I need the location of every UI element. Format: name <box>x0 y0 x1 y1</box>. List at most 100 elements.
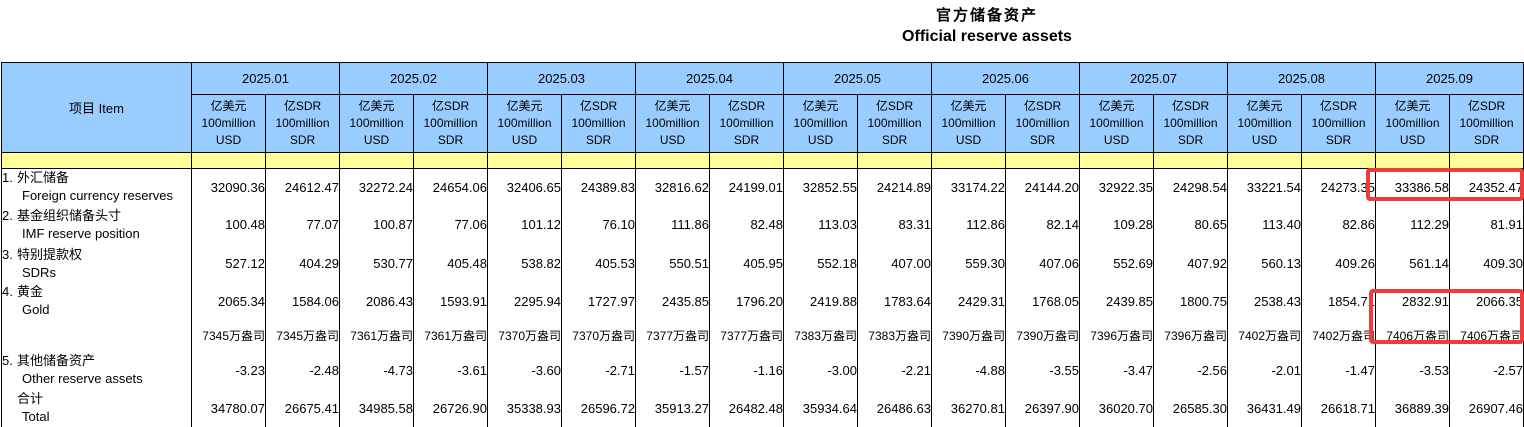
cell-2025.06-usd: 7390万盎司 <box>931 319 1006 352</box>
cell-2025.02-sdr: 1593.91 <box>413 283 488 319</box>
cell-2025.09-sdr: 81.91 <box>1449 205 1524 244</box>
cell-2025.02-usd: 530.77 <box>339 244 414 283</box>
cell-2025.02-usd: -4.73 <box>339 352 414 388</box>
cell-2025.01-usd: 527.12 <box>191 244 266 283</box>
row-label-zh: 合计 <box>17 391 44 406</box>
spacer-band <box>1153 152 1228 169</box>
cell-2025.03-sdr: 76.10 <box>561 205 636 244</box>
cell-2025.05-usd: 552.18 <box>783 244 858 283</box>
unit-header-usd: 亿美元 100million USD <box>635 94 710 153</box>
unit-header-sdr: 亿SDR 100million SDR <box>1005 94 1080 153</box>
cell-2025.06-sdr: 82.14 <box>1005 205 1080 244</box>
highlight-box-foreign-reserves-sep <box>1366 168 1524 201</box>
spacer-band <box>265 152 340 169</box>
row-label-zh: 外汇储备 <box>17 170 70 185</box>
spacer-band <box>339 152 414 169</box>
spacer-band <box>1227 152 1302 169</box>
cell-2025.03-sdr: 405.53 <box>561 244 636 283</box>
cell-2025.01-sdr: 1584.06 <box>265 283 340 319</box>
cell-2025.02-sdr: 26726.90 <box>413 388 488 427</box>
row-label-en: Foreign currency reserves <box>22 188 173 203</box>
cell-2025.03-usd: 32406.65 <box>487 168 562 205</box>
spacer-band <box>709 152 784 169</box>
cell-2025.01-sdr: 404.29 <box>265 244 340 283</box>
spacer-band <box>413 152 488 169</box>
unit-header-usd: 亿美元 100million USD <box>1079 94 1154 153</box>
cell-2025.06-sdr: 24144.20 <box>1005 168 1080 205</box>
cell-2025.04-sdr: 405.95 <box>709 244 784 283</box>
row-label-zh: 其他储备资产 <box>17 353 96 368</box>
cell-2025.05-usd: 35934.64 <box>783 388 858 427</box>
cell-2025.06-usd: 33174.22 <box>931 168 1006 205</box>
cell-2025.07-sdr: 80.65 <box>1153 205 1228 244</box>
cell-2025.04-usd: 7377万盎司 <box>635 319 710 352</box>
cell-2025.01-usd: 7345万盎司 <box>191 319 266 352</box>
unit-header-usd: 亿美元 100million USD <box>1375 94 1450 153</box>
cell-2025.03-usd: 35338.93 <box>487 388 562 427</box>
month-header-2025.04: 2025.04 <box>635 62 784 95</box>
cell-2025.06-usd: 36270.81 <box>931 388 1006 427</box>
cell-2025.09-usd: 7406万盎司 <box>1375 319 1450 352</box>
table-row: 4. 黄金 Gold 2065.34 1584.06 2086.43 1593.91 2295… <box>1 283 1524 319</box>
cell-2025.03-sdr: -2.71 <box>561 352 636 388</box>
cell-2025.06-usd: 559.30 <box>931 244 1006 283</box>
spacer-band <box>191 152 266 169</box>
unit-header-sdr: 亿SDR 100million SDR <box>857 94 932 153</box>
spacer-band <box>931 152 1006 169</box>
cell-2025.04-sdr: 1796.20 <box>709 283 784 319</box>
cell-2025.08-usd: -2.01 <box>1227 352 1302 388</box>
cell-2025.06-sdr: 7390万盎司 <box>1005 319 1080 352</box>
unit-header-usd: 亿美元 100million USD <box>783 94 858 153</box>
unit-header-sdr: 亿SDR 100million SDR <box>1449 94 1524 153</box>
cell-2025.06-sdr: 407.06 <box>1005 244 1080 283</box>
unit-header-sdr: 亿SDR 100million SDR <box>709 94 784 153</box>
row-label-en: Other reserve assets <box>22 371 143 386</box>
row-label-en: Total <box>22 409 50 424</box>
row-label: 5. 其他储备资产 Other reserve assets <box>1 352 192 388</box>
row-label-zh: 基金组织储备头寸 <box>17 207 122 223</box>
cell-2025.09-usd: 112.29 <box>1375 205 1450 244</box>
cell-2025.04-usd: 111.86 <box>635 205 710 244</box>
unit-header-usd: 亿美元 100million USD <box>1227 94 1302 153</box>
month-header-2025.07: 2025.07 <box>1079 62 1228 95</box>
cell-2025.05-sdr: 83.31 <box>857 205 932 244</box>
cell-2025.08-usd: 113.40 <box>1227 205 1302 244</box>
cell-2025.09-sdr: 7406万盎司 <box>1449 319 1524 352</box>
cell-2025.06-sdr: 26397.90 <box>1005 388 1080 427</box>
cell-2025.01-sdr: 24612.47 <box>265 168 340 205</box>
cell-2025.05-sdr: 26486.63 <box>857 388 932 427</box>
cell-2025.03-sdr: 1727.97 <box>561 283 636 319</box>
unit-header-sdr: 亿SDR 100million SDR <box>1301 94 1376 153</box>
cell-2025.08-sdr: 1854.71 <box>1301 283 1376 319</box>
cell-2025.04-usd: 32816.62 <box>635 168 710 205</box>
row-label: 合计 Total <box>1 388 192 427</box>
cell-2025.08-usd: 2538.43 <box>1227 283 1302 319</box>
row-label: 4. 黄金 Gold <box>1 283 192 319</box>
row-label-zh: 黄金 <box>17 284 44 299</box>
cell-2025.05-sdr: 24214.89 <box>857 168 932 205</box>
cell-2025.09-sdr: -2.57 <box>1449 352 1524 388</box>
table-header: 项目 Item 2025.01 2025.02 2025.03 2025.04 2025.… <box>1 62 1524 169</box>
row-number: 2. <box>2 207 13 223</box>
row-number: 3. <box>2 246 13 262</box>
cell-2025.09-usd: 36889.39 <box>1375 388 1450 427</box>
cell-2025.08-sdr: 409.26 <box>1301 244 1376 283</box>
row-label <box>1 319 192 352</box>
month-header-2025.03: 2025.03 <box>487 62 636 95</box>
month-header-2025.08: 2025.08 <box>1227 62 1376 95</box>
cell-2025.09-usd: 561.14 <box>1375 244 1450 283</box>
table-row: 5. 其他储备资产 Other reserve assets -3.23 -2.48 -4… <box>1 352 1524 388</box>
cell-2025.07-usd: 7396万盎司 <box>1079 319 1154 352</box>
cell-2025.04-sdr: -1.16 <box>709 352 784 388</box>
spacer-band <box>1301 152 1376 169</box>
cell-2025.08-sdr: 7402万盎司 <box>1301 319 1376 352</box>
table-row: 7345万盎司 7345万盎司 7361万盎司 7361万盎司 7370万盎司 7370万… <box>1 319 1524 352</box>
unit-header-usd: 亿美元 100million USD <box>339 94 414 153</box>
cell-2025.07-sdr: 26585.30 <box>1153 388 1228 427</box>
cell-2025.01-sdr: 77.07 <box>265 205 340 244</box>
cell-2025.08-sdr: 24273.35 <box>1301 168 1376 205</box>
spacer-band <box>561 152 636 169</box>
cell-2025.03-usd: 7370万盎司 <box>487 319 562 352</box>
title-chinese: 官方储备资产 <box>935 7 1038 24</box>
